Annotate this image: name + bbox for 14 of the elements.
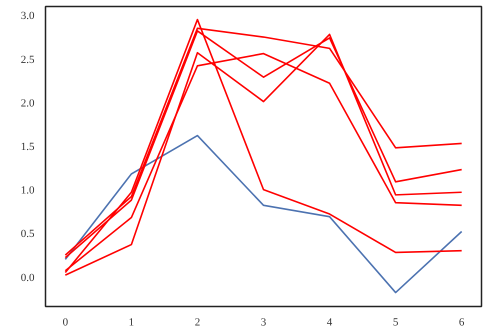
x-tick-label: 0 [62, 316, 69, 328]
y-tick-label: 1.5 [20, 141, 35, 154]
y-tick-label: 3.0 [20, 10, 35, 22]
x-tick-label: 3 [260, 316, 267, 328]
x-tick-label: 2 [194, 316, 200, 328]
y-tick-label: 2.5 [20, 54, 35, 66]
x-tick-label: 1 [128, 316, 134, 328]
y-tick-label: 0.0 [20, 272, 35, 284]
y-tick-label: 1.0 [20, 184, 35, 197]
x-tick-label: 4 [326, 316, 333, 328]
y-tick-label: 0.5 [20, 228, 35, 240]
x-tick-label: 6 [458, 316, 465, 328]
y-tick-label: 2.0 [20, 97, 35, 110]
x-tick-label: 5 [392, 316, 399, 328]
